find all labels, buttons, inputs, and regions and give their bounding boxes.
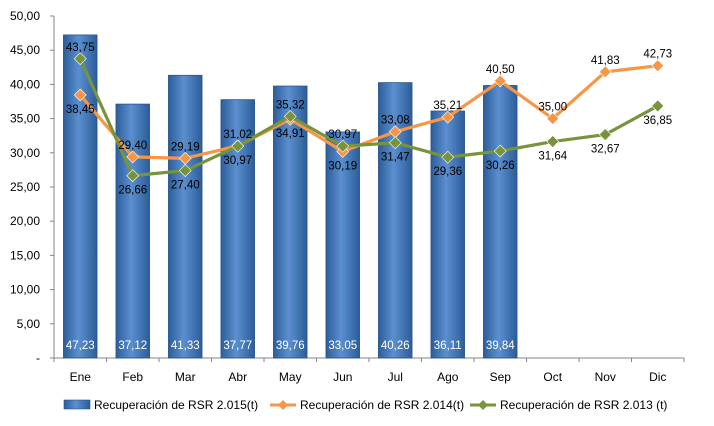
y-tick-label: 25,00	[10, 180, 40, 194]
series-point	[441, 110, 455, 124]
x-tick-label: Jun	[333, 370, 352, 384]
series-point	[283, 109, 297, 123]
bar	[273, 85, 308, 359]
x-tick-label: Oct	[543, 370, 562, 384]
line-data-label: 26,66	[118, 185, 147, 197]
axes: - 5,00 10,00 15,00 20,00 25,00 30,00 35,00 40,00…	[10, 9, 685, 384]
x-tick-label: Jul	[388, 370, 403, 384]
bar-data-label: 37,77	[223, 340, 252, 352]
series-point	[126, 150, 140, 164]
x-tick-label: Feb	[122, 370, 143, 384]
y-tick-label: 50,00	[10, 9, 40, 23]
legend-label: Recuperación de RSR 2.014(t)	[300, 398, 464, 412]
bar	[483, 85, 518, 359]
series-point	[651, 59, 665, 73]
legend-swatch-bar	[63, 399, 91, 410]
y-tick-label: 20,00	[10, 214, 40, 228]
series-point	[493, 74, 507, 88]
series-point	[231, 139, 245, 153]
bar-data-label: 41,33	[171, 340, 200, 352]
series-point	[388, 136, 402, 150]
x-tick-label: Dic	[649, 370, 666, 384]
bar-data-label: 37,12	[118, 340, 147, 352]
bar-data-label: 39,84	[486, 340, 515, 352]
line-data-label: 31,64	[538, 151, 567, 163]
series-point	[546, 135, 560, 149]
series-point	[73, 52, 87, 66]
legend: Recuperación de RSR 2.015(t) Recuperación…	[63, 398, 667, 412]
bar	[168, 74, 203, 359]
line-data-label: 41,83	[591, 55, 620, 67]
series-line	[79, 64, 658, 160]
bar-data-label: 47,23	[66, 340, 95, 352]
x-tick-label: Mar	[175, 370, 196, 384]
line-data-label: 31,47	[381, 152, 410, 164]
bar-data-label: 39,76	[276, 340, 305, 352]
line-data-label: 29,40	[118, 140, 147, 152]
bar	[430, 110, 465, 359]
bar-data-label: 40,26	[381, 340, 410, 352]
line-data-label: 27,40	[171, 180, 200, 192]
series-point	[178, 164, 192, 178]
series-point	[441, 150, 455, 164]
y-tick-label: -	[36, 351, 40, 365]
line-data-label: 35,21	[433, 100, 462, 112]
line-data-label: 34,91	[276, 128, 305, 140]
line-data-label: 38,45	[66, 104, 95, 116]
legend-label: Recuperación de RSR 2.013 (t)	[500, 398, 667, 412]
x-tick-label: Sep	[490, 370, 512, 384]
line-data-label: 40,50	[486, 64, 515, 76]
line-data-label: 32,67	[591, 144, 620, 156]
series-point	[598, 128, 612, 141]
line-data-label: 30,26	[486, 160, 515, 172]
series-point	[651, 99, 665, 113]
series-point	[546, 112, 560, 126]
x-tick-label: Ene	[70, 370, 92, 384]
line-data-label: 30,19	[328, 161, 357, 173]
line-data-label: 42,73	[643, 49, 672, 61]
bar-data-label: 33,05	[328, 340, 357, 352]
legend-swatch-marker	[478, 400, 488, 410]
line-data-label: 36,85	[643, 115, 672, 127]
y-tick-label: 40,00	[10, 77, 40, 91]
series-point	[493, 144, 507, 158]
line-data-label: 31,02	[223, 129, 252, 141]
bars	[63, 34, 518, 359]
series-point	[126, 169, 140, 183]
legend-swatch-marker	[278, 400, 288, 410]
line-data-label: 33,08	[381, 115, 410, 127]
y-tick-label: 15,00	[10, 248, 40, 262]
series-point	[73, 88, 87, 102]
line-data-label: 30,97	[328, 129, 357, 141]
data-labels: 47,23 37,12 41,33 37,77 39,76 33,05 40,26 36,11…	[66, 42, 672, 352]
bar	[325, 131, 360, 359]
y-tick-label: 45,00	[10, 43, 40, 57]
lines	[73, 52, 665, 183]
bar	[115, 103, 150, 359]
line-data-label: 35,32	[276, 99, 305, 111]
series-line	[78, 58, 659, 178]
x-tick-label: May	[279, 370, 302, 384]
y-tick-label: 5,00	[17, 317, 41, 331]
line-data-label: 43,75	[66, 42, 95, 54]
x-tick-label: Ago	[437, 370, 459, 384]
line-data-label: 30,97	[223, 155, 252, 167]
line-data-label: 29,19	[171, 141, 200, 153]
legend-label: Recuperación de RSR 2.015(t)	[94, 398, 258, 412]
line-data-label: 29,36	[433, 166, 462, 178]
y-tick-label: 10,00	[10, 283, 40, 297]
y-tick-label: 30,00	[10, 146, 40, 160]
x-tick-label: Nov	[595, 370, 616, 384]
line-data-label: 35,00	[538, 102, 567, 114]
bar-data-label: 36,11	[434, 340, 462, 352]
series-point	[598, 65, 612, 79]
x-tick-label: Abr	[228, 370, 247, 384]
series-point	[336, 139, 350, 153]
y-tick-label: 35,00	[10, 112, 40, 126]
